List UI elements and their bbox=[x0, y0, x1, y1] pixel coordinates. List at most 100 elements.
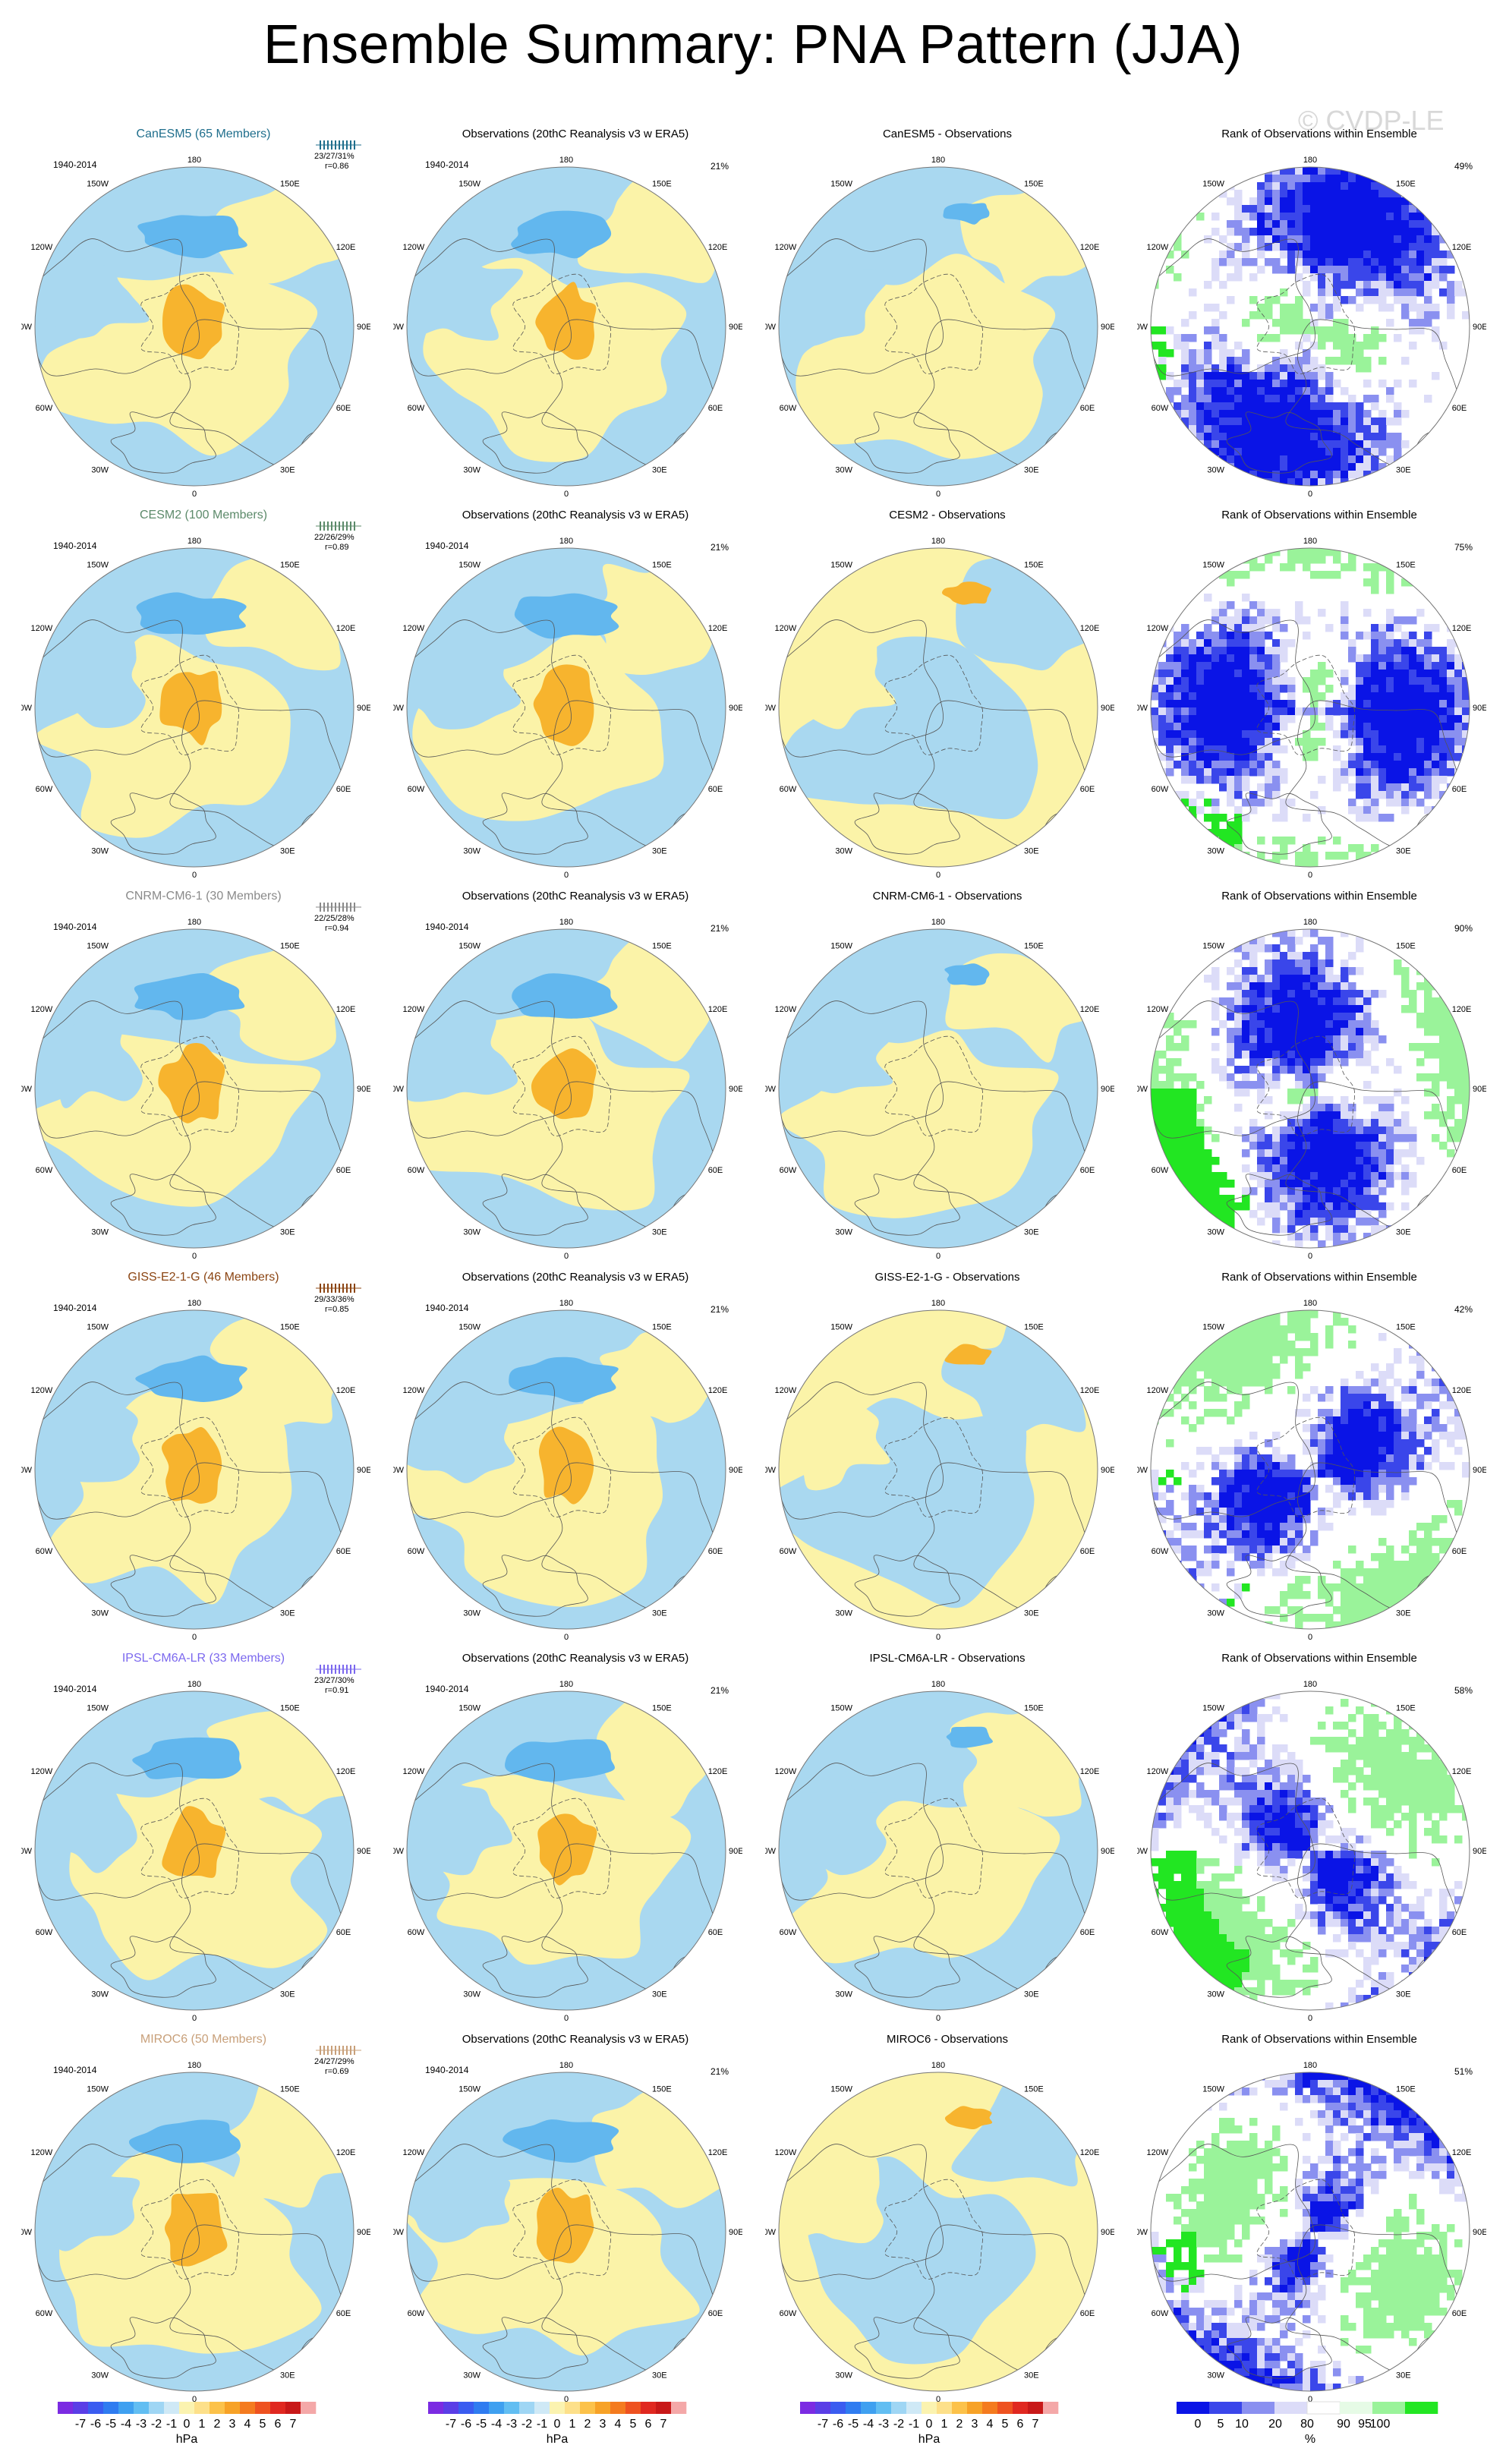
lon-label: 30W bbox=[835, 466, 852, 475]
obs-panel: Observations (20thC Reanalysis v3 w ERA5… bbox=[393, 884, 758, 1266]
colorbar-tick: -4 bbox=[863, 2418, 874, 2431]
lon-label: 120E bbox=[1080, 243, 1100, 252]
lon-label: 90W bbox=[765, 2228, 777, 2237]
panel-title: Observations (20thC Reanalysis v3 w ERA5… bbox=[462, 1271, 689, 1284]
map-fill bbox=[35, 1691, 354, 2010]
lon-label: 150W bbox=[1202, 941, 1224, 950]
colorbar-swatch bbox=[225, 2402, 241, 2414]
lon-label: 90W bbox=[1137, 1085, 1148, 1094]
lon-label: 150E bbox=[652, 2084, 672, 2094]
lon-label: 60E bbox=[1080, 1547, 1095, 1556]
lon-label: 30W bbox=[1207, 847, 1224, 856]
lon-label: 60E bbox=[336, 1166, 351, 1175]
member-spread-icon bbox=[314, 2045, 363, 2056]
colorbar-tick: 3 bbox=[600, 2418, 606, 2431]
colorbar-tick: -4 bbox=[491, 2418, 502, 2431]
colorbar-tick: -1 bbox=[537, 2418, 547, 2431]
polar-map: 180 0 90W 90E 150W 120W 30W 60W 150E 120E 30E 60E bbox=[393, 1299, 742, 1642]
map-border bbox=[778, 166, 1098, 487]
colorbar-tick: -3 bbox=[136, 2418, 147, 2431]
colorbar-swatch bbox=[967, 2402, 983, 2414]
lon-label: 30W bbox=[91, 2371, 109, 2381]
colorbar-tick: 20 bbox=[1268, 2418, 1282, 2431]
lon-label: 30E bbox=[652, 1609, 667, 1618]
lon-label: 90E bbox=[729, 704, 742, 713]
lon-label: 30W bbox=[463, 2371, 480, 2381]
diff-panel: GISS-E2-1-G - Observations 180 0 90W 90E 150W… bbox=[765, 1265, 1130, 1647]
lon-label: 0 bbox=[1308, 490, 1312, 499]
lon-label: 150W bbox=[830, 560, 852, 569]
lon-label: 0 bbox=[192, 2014, 197, 2023]
lon-label: 60E bbox=[708, 1547, 723, 1556]
obs-panel: Observations (20thC Reanalysis v3 w ERA5… bbox=[393, 121, 758, 504]
lon-label: 150E bbox=[280, 560, 300, 569]
lon-label: 90W bbox=[765, 1466, 777, 1475]
lon-label: 30W bbox=[91, 1990, 109, 1999]
lon-label: 30E bbox=[1396, 2371, 1411, 2381]
lon-label: 30W bbox=[91, 466, 109, 475]
model-panel: CNRM-CM6-1 (30 Members) 1940-2014 22/25/28… bbox=[21, 884, 386, 1266]
lon-label: 90W bbox=[1137, 704, 1148, 713]
map-border bbox=[34, 547, 354, 868]
lon-label: 180 bbox=[187, 1680, 201, 1689]
lon-label: 150E bbox=[280, 941, 300, 950]
colorbar-tick: -2 bbox=[521, 2418, 532, 2431]
panel-title: MIROC6 - Observations bbox=[886, 2033, 1009, 2046]
map-fill bbox=[779, 1691, 1098, 2010]
variance-pct: 21% bbox=[710, 161, 729, 172]
lon-label: 150W bbox=[830, 1322, 852, 1331]
colorbar-tick: 3 bbox=[229, 2418, 236, 2431]
lon-label: 0 bbox=[564, 2395, 569, 2404]
lon-label: 60E bbox=[1080, 785, 1095, 794]
lon-label: 60W bbox=[1152, 785, 1169, 794]
lon-label: 90E bbox=[1101, 2228, 1114, 2237]
colorbar-tick: 6 bbox=[645, 2418, 652, 2431]
colorbar-swatch bbox=[580, 2402, 596, 2414]
polar-map: 180 0 90W 90E 150W 120W 30W 60W 150E 120E 30E 60E bbox=[1137, 156, 1486, 499]
colorbar-swatch bbox=[1043, 2402, 1059, 2414]
lon-label: 30W bbox=[1207, 1609, 1224, 1618]
ensemble-stats: 23/27/31% r=0.86 bbox=[314, 152, 354, 172]
colorbar-tick: -6 bbox=[461, 2418, 471, 2431]
variance-pct: 21% bbox=[710, 2066, 729, 2077]
lon-label: 90W bbox=[393, 1847, 405, 1856]
lon-label: 150E bbox=[1024, 941, 1044, 950]
colorbar-swatch bbox=[982, 2402, 998, 2414]
panel-title: Observations (20thC Reanalysis v3 w ERA5… bbox=[462, 890, 689, 903]
lon-label: 150W bbox=[458, 1322, 480, 1331]
map-border bbox=[1150, 1690, 1470, 2011]
colorbar-swatch bbox=[58, 2402, 74, 2414]
lon-label: 120W bbox=[1147, 624, 1169, 633]
lon-label: 0 bbox=[192, 490, 197, 499]
colorbar-swatch bbox=[149, 2402, 165, 2414]
obs-panel: Observations (20thC Reanalysis v3 w ERA5… bbox=[393, 1646, 758, 2028]
colorbar-tick: 90 bbox=[1337, 2418, 1350, 2431]
lon-label: 150W bbox=[830, 941, 852, 950]
lon-label: 30W bbox=[1207, 466, 1224, 475]
lon-label: 30E bbox=[1396, 1228, 1411, 1237]
polar-map: 180 0 90W 90E 150W 120W 30W 60W 150E 120E 30E 60E bbox=[1137, 1299, 1486, 1642]
colorbar-tick: -2 bbox=[893, 2418, 904, 2431]
polar-map: 180 0 90W 90E 150W 120W 30W 60W 150E 120E 30E 60E bbox=[21, 1680, 370, 2023]
lon-label: 150W bbox=[87, 1322, 109, 1331]
colorbar-swatch bbox=[118, 2402, 134, 2414]
colorbar-tick: -6 bbox=[833, 2418, 843, 2431]
rank-panel: Rank of Observations within Ensemble 42% 1… bbox=[1137, 1265, 1501, 1647]
model-panel: CanESM5 (65 Members) 1940-2014 23/27/31% r=… bbox=[21, 121, 386, 504]
lon-label: 120E bbox=[708, 624, 728, 633]
lon-label: 90W bbox=[21, 704, 33, 713]
pattern-correlation: r=0.69 bbox=[325, 2067, 349, 2076]
lon-label: 60E bbox=[1452, 1547, 1467, 1556]
colorbar-tick: 95 bbox=[1358, 2418, 1372, 2431]
polar-map: 180 0 90W 90E 150W 120W 30W 60W 150E 120E 30E 60E bbox=[765, 2061, 1114, 2404]
colorbar-swatch bbox=[88, 2402, 104, 2414]
lon-label: 60E bbox=[708, 404, 723, 413]
lon-label: 120W bbox=[31, 2148, 53, 2157]
colorbar-tick: -7 bbox=[818, 2418, 828, 2431]
map-border bbox=[778, 1309, 1098, 1630]
colorbar-tick: -3 bbox=[878, 2418, 889, 2431]
lon-label: 120W bbox=[775, 1386, 797, 1395]
period-label: 1940-2014 bbox=[425, 159, 469, 170]
lon-label: 150E bbox=[652, 1703, 672, 1713]
rank-pct: 75% bbox=[1454, 542, 1473, 553]
